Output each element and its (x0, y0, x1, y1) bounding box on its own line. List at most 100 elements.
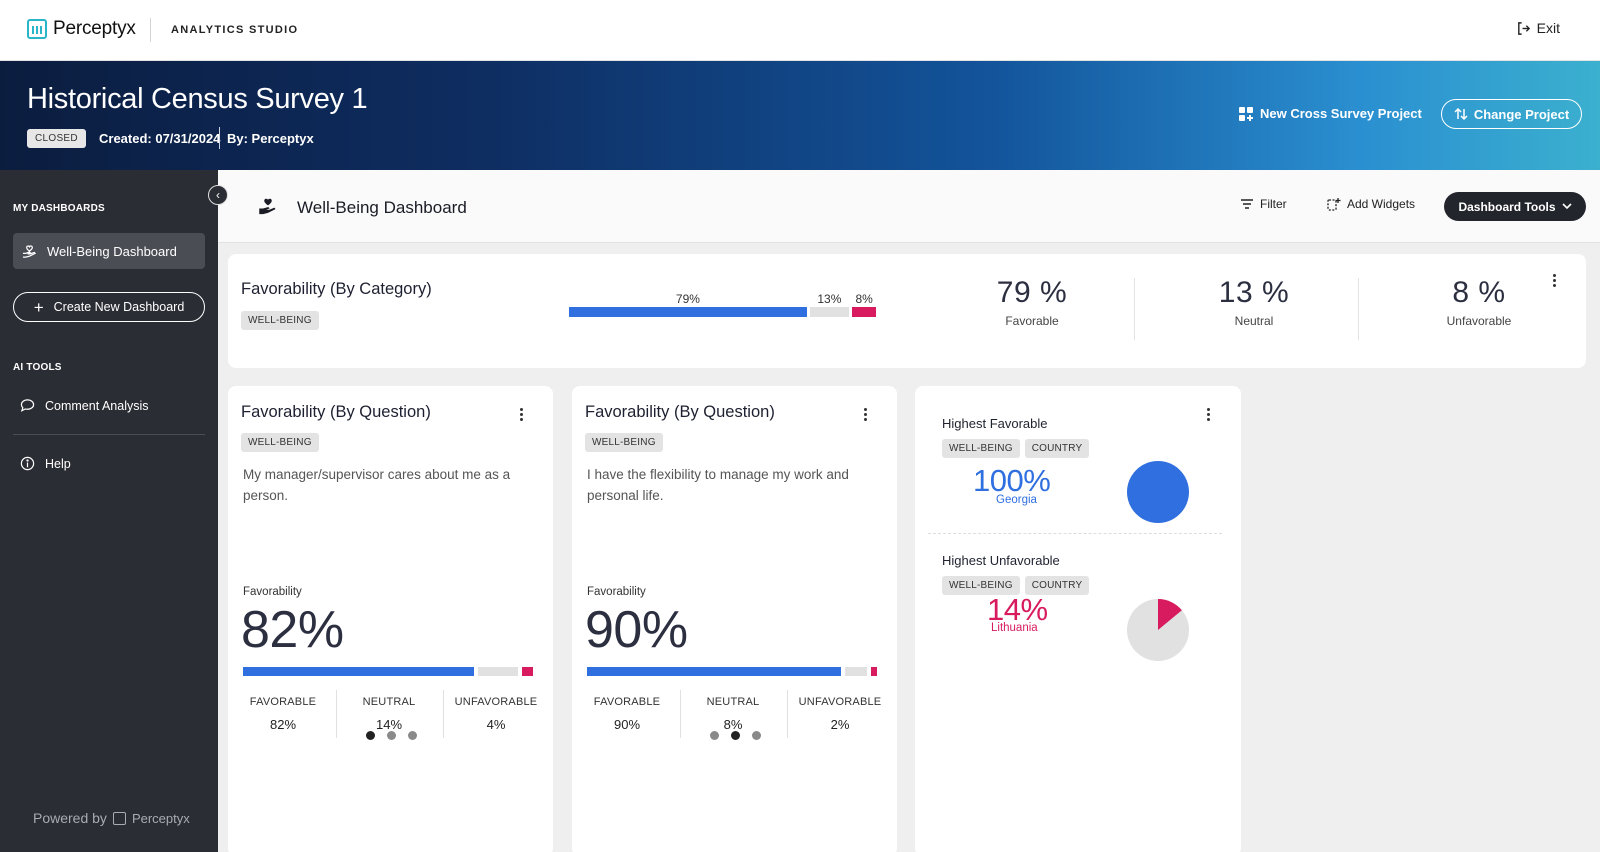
chevron-down-icon (1561, 203, 1572, 210)
pagination-dots (366, 731, 417, 740)
pagination-dot[interactable] (731, 731, 740, 740)
pagination-dot[interactable] (710, 731, 719, 740)
question-text: I have the flexibility to manage my work… (587, 467, 849, 503)
plus-icon: + (33, 297, 44, 317)
unfavorable-pie-chart (1127, 599, 1189, 661)
favorable-bar-segment (587, 667, 841, 676)
divider (443, 690, 444, 738)
info-icon (20, 456, 35, 471)
neutral-bar-label: 13% (817, 292, 842, 306)
unfavorable-bar-segment (521, 667, 533, 676)
stat-label: Neutral (1234, 314, 1274, 328)
tag-list: WELL-BEING COUNTRY (942, 575, 1094, 595)
pie-slice (1126, 461, 1189, 523)
favorable-pie-chart (1126, 461, 1189, 523)
collapse-sidebar-button[interactable]: ‹ (208, 185, 228, 205)
add-widgets-button[interactable]: Add Widgets (1327, 197, 1415, 211)
card-title: Favorability (By Category) (241, 280, 432, 298)
pagination-dot[interactable] (408, 731, 417, 740)
powered-by-brand: Perceptyx (131, 810, 190, 826)
status-badge: CLOSED (27, 129, 86, 148)
pagination-dot[interactable] (752, 731, 761, 740)
category-tag: WELL-BEING (585, 433, 663, 452)
logo-icon (112, 811, 126, 825)
grid-plus-icon (1239, 106, 1253, 121)
pagination-dot[interactable] (366, 731, 375, 740)
project-header: Historical Census Survey 1 CLOSED Create… (0, 61, 1600, 170)
brand-logo[interactable]: Perceptyx (27, 18, 136, 40)
category-tag: WELL-BEING (241, 433, 319, 452)
more-options-button[interactable] (1200, 406, 1216, 422)
sidebar-item-well-being-dashboard[interactable]: Well-Being Dashboard (13, 233, 205, 269)
speech-bubble-icon (20, 399, 35, 412)
highest-favorable-country: Georgia (996, 494, 1037, 506)
unfavorable-legend: UNFAVORABLE 4% (446, 696, 546, 732)
change-project-label: Change Project (1473, 106, 1570, 122)
created-date: Created: 07/31/2024 (99, 131, 221, 146)
divider (928, 533, 1222, 534)
change-project-button[interactable]: Change Project (1441, 99, 1582, 129)
sidebar-item-comment-analysis[interactable]: Comment Analysis (20, 398, 149, 413)
pie-slice (1158, 599, 1182, 630)
favorability-by-question-card: Favorability (By Question) WELL-BEING My… (228, 386, 553, 852)
create-new-dashboard-button[interactable]: + Create New Dashboard (13, 292, 205, 322)
dashboard-header: Well-Being Dashboard Filter Add Widgets … (218, 170, 1600, 243)
dashboard-tools-button[interactable]: Dashboard Tools (1444, 192, 1586, 221)
filter-button[interactable]: Filter (1240, 197, 1287, 211)
favorable-legend: FAVORABLE 90% (577, 696, 677, 732)
legend-value: 2% (830, 717, 850, 732)
logo-icon (27, 19, 47, 39)
project-title: Historical Census Survey 1 (27, 83, 368, 115)
create-new-dashboard-label: Create New Dashboard (53, 300, 185, 314)
stat-value: 8 % (1452, 276, 1506, 309)
tag-list: WELL-BEING (241, 432, 324, 452)
highest-unfavorable-country: Lithuania (991, 622, 1038, 634)
created-by: By: Perceptyx (227, 131, 314, 146)
legend-label: UNFAVORABLE (798, 696, 882, 708)
divider (150, 18, 151, 42)
divider (219, 127, 220, 149)
legend-label: FAVORABLE (249, 696, 317, 708)
dashboard-tools-label: Dashboard Tools (1458, 199, 1556, 214)
unfavorable-bar-segment (871, 667, 877, 676)
exit-button[interactable]: Exit (1516, 20, 1560, 36)
stat-label: Favorable (1005, 314, 1059, 328)
hand-heart-icon (259, 198, 276, 215)
category-tag: WELL-BEING (241, 311, 319, 330)
sidebar-item-help[interactable]: Help (20, 456, 71, 471)
new-cross-survey-button[interactable]: New Cross Survey Project (1239, 106, 1422, 121)
highest-unfavorable-title: Highest Unfavorable (942, 553, 1060, 568)
legend-value: 14% (375, 717, 403, 732)
stat-value: 13 % (1218, 276, 1290, 309)
favorable-bar-segment (569, 307, 807, 317)
category-tag: WELL-BEING (942, 576, 1020, 595)
highest-favorable-value: 100% (973, 463, 1051, 498)
pagination-dot[interactable] (387, 731, 396, 740)
legend-label: NEUTRAL (706, 696, 760, 708)
neutral-bar-segment (478, 667, 518, 676)
chevron-left-icon: ‹ (216, 188, 220, 202)
add-widgets-label: Add Widgets (1347, 197, 1416, 211)
dashboard-title: Well-Being Dashboard (297, 198, 467, 217)
more-options-button[interactable] (513, 406, 529, 422)
favorability-by-question-card: Favorability (By Question) WELL-BEING I … (572, 386, 897, 852)
powered-by-label: Powered by (33, 810, 107, 826)
favorable-bar-label: 79% (675, 292, 700, 306)
category-tag: WELL-BEING (942, 439, 1020, 458)
tag-list: WELL-BEING (241, 310, 324, 330)
divider (336, 690, 337, 738)
card-title: Favorability (By Question) (585, 403, 775, 421)
my-dashboards-heading: MY DASHBOARDS (13, 203, 105, 214)
favorable-stat: 79 % Favorable (927, 276, 1137, 328)
neutral-legend: NEUTRAL 8% (683, 696, 783, 732)
hand-heart-icon (22, 244, 37, 258)
sidebar-item-label: Help (45, 456, 71, 471)
more-options-button[interactable] (857, 406, 873, 422)
more-options-button[interactable] (1546, 272, 1562, 288)
stat-value: 79 % (996, 276, 1068, 309)
tag-list: WELL-BEING (585, 432, 668, 452)
product-name: ANALYTICS STUDIO (171, 24, 299, 36)
highest-favorable-card: Highest Favorable WELL-BEING COUNTRY 100%… (915, 386, 1241, 852)
ai-tools-heading: AI TOOLS (13, 362, 62, 373)
tag-list: WELL-BEING COUNTRY (942, 438, 1094, 458)
